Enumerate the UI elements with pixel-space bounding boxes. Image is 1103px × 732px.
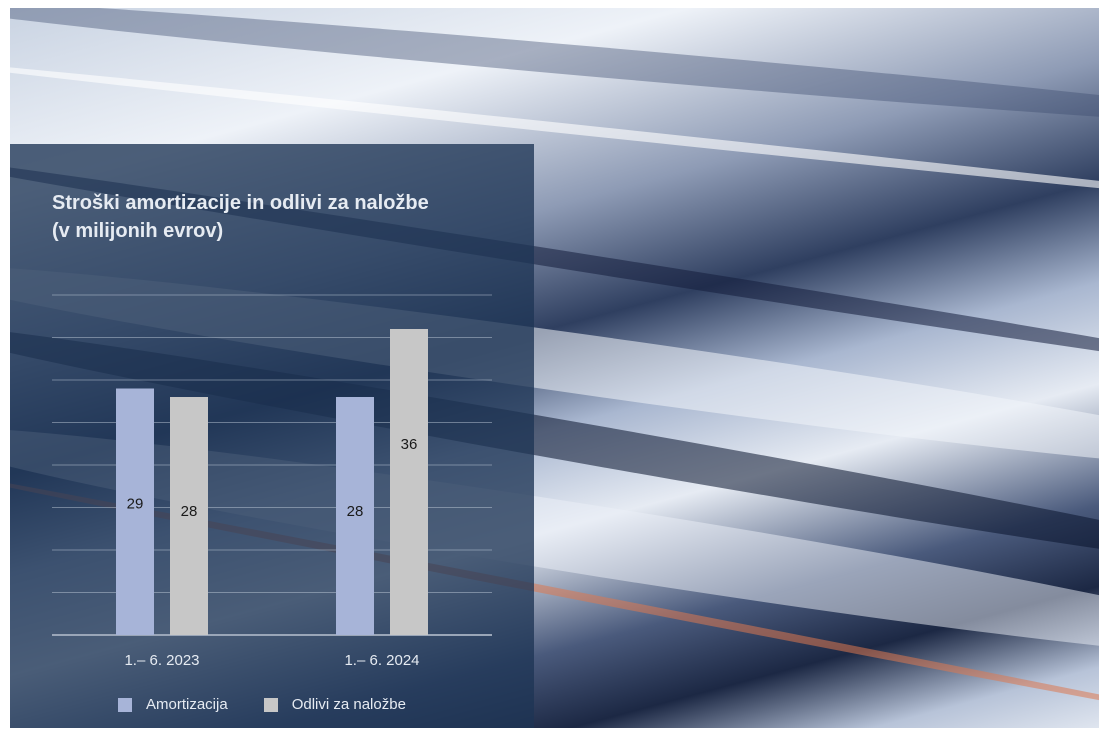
legend-label: Odlivi za naložbe xyxy=(291,696,406,713)
x-tick-label: 1.– 6. 2023 xyxy=(124,652,199,669)
chart-title: Stroški amortizacije in odlivi za naložb… xyxy=(52,192,429,214)
bar xyxy=(170,397,208,635)
bar-chart: 29 28 1.– 6. 2023 28 36 1.– 6. 2024 xyxy=(52,294,492,669)
data-label: 28 xyxy=(347,503,364,520)
data-label: 29 xyxy=(127,496,144,513)
background-streak xyxy=(10,8,1099,140)
bar xyxy=(390,329,428,635)
legend-swatch xyxy=(118,697,132,712)
background-image: Stroški amortizacije in odlivi za naložb… xyxy=(10,8,1099,728)
chart-legend: Amortizacija Odlivi za naložbe xyxy=(118,696,442,713)
legend-item: Odlivi za naložbe xyxy=(263,696,406,713)
chart-subtitle: (v milijonih evrov) xyxy=(52,220,224,242)
legend-label: Amortizacija xyxy=(146,696,228,713)
data-label: 36 xyxy=(401,436,418,453)
data-label: 28 xyxy=(181,503,198,520)
chart-panel: Stroški amortizacije in odlivi za naložb… xyxy=(10,144,534,728)
bar xyxy=(116,388,154,635)
legend-item: Amortizacija xyxy=(118,696,228,713)
x-tick-label: 1.– 6. 2024 xyxy=(344,652,419,669)
legend-swatch xyxy=(263,697,278,712)
bar xyxy=(336,397,374,635)
